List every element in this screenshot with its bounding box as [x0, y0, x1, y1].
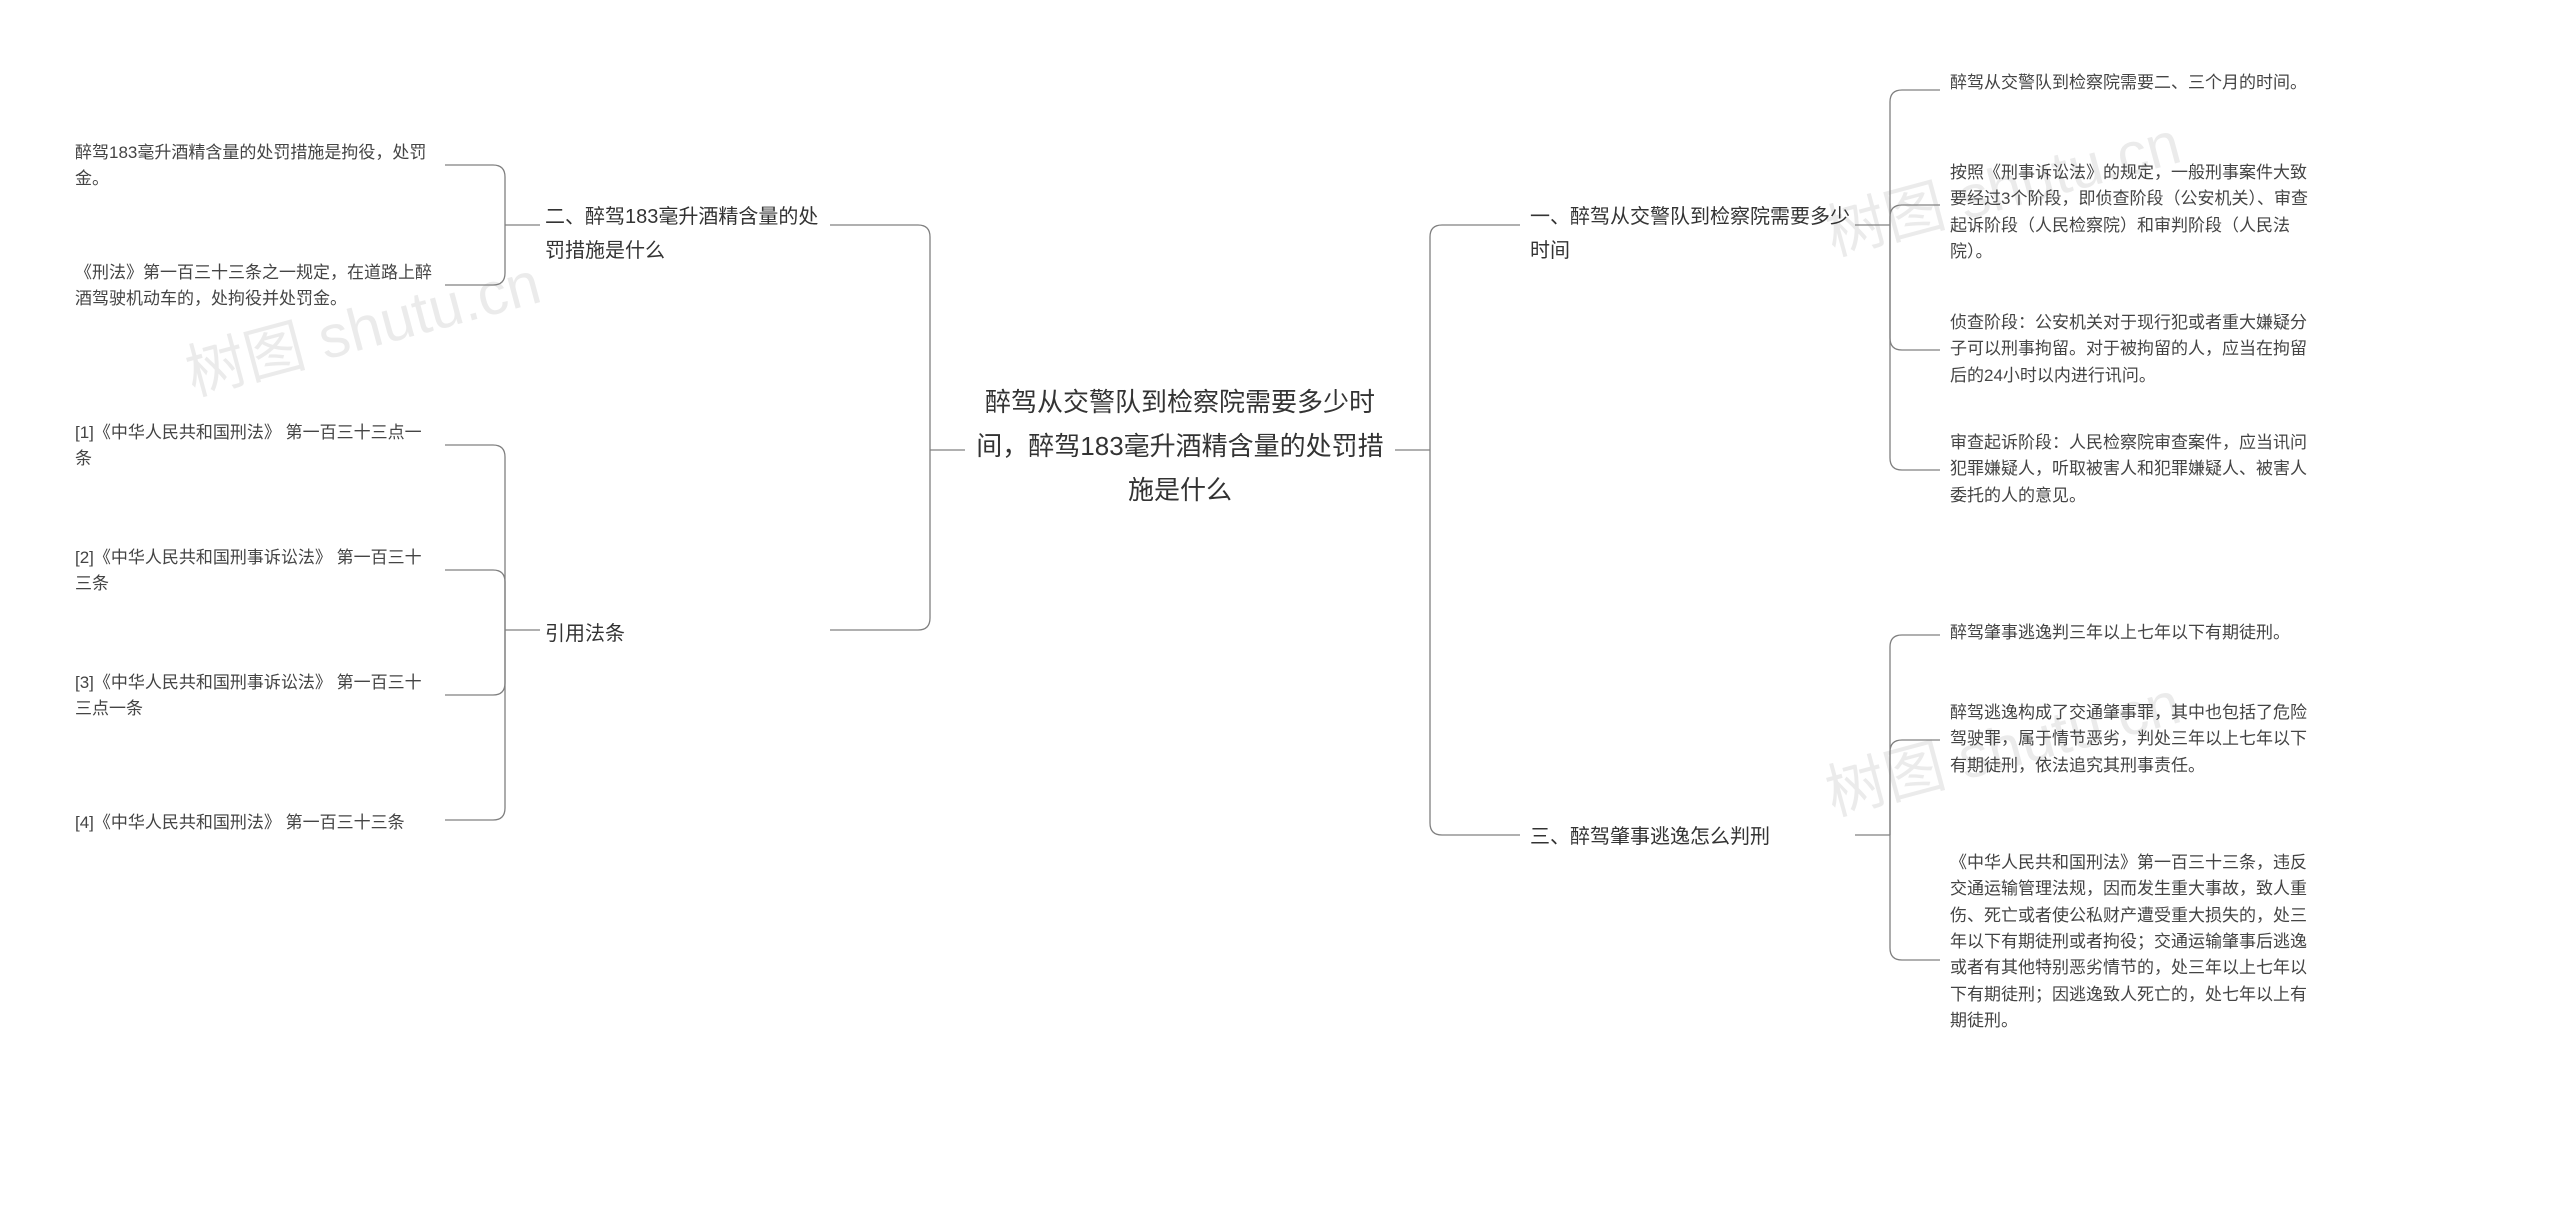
branch-cite-leaf-3: [4]《中华人民共和国刑法》 第一百三十三条 [75, 810, 435, 836]
center-node: 醉驾从交警队到检察院需要多少时间，醉驾183毫升酒精含量的处罚措施是什么 [970, 380, 1390, 513]
branch-cite-leaf-2: [3]《中华人民共和国刑事诉讼法》 第一百三十三点一条 [75, 670, 435, 723]
branch-3-leaf-2: 《中华人民共和国刑法》第一百三十三条，违反交通运输管理法规，因而发生重大事故，致… [1950, 850, 2320, 1034]
branch-2-title: 二、醉驾183毫升酒精含量的处罚措施是什么 [545, 200, 825, 268]
branch-1-leaf-3: 审查起诉阶段：人民检察院审查案件，应当讯问犯罪嫌疑人，听取被害人和犯罪嫌疑人、被… [1950, 430, 2320, 509]
branch-1-leaf-2: 侦查阶段：公安机关对于现行犯或者重大嫌疑分子可以刑事拘留。对于被拘留的人，应当在… [1950, 310, 2320, 389]
branch-cite-leaf-0: [1]《中华人民共和国刑法》 第一百三十三点一条 [75, 420, 435, 473]
branch-3-title: 三、醉驾肇事逃逸怎么判刑 [1530, 820, 1850, 854]
branch-2-leaf-1: 《刑法》第一百三十三条之一规定，在道路上醉酒驾驶机动车的，处拘役并处罚金。 [75, 260, 435, 313]
branch-3-leaf-0: 醉驾肇事逃逸判三年以上七年以下有期徒刑。 [1950, 620, 2320, 646]
branch-1-title: 一、醉驾从交警队到检察院需要多少时间 [1530, 200, 1850, 268]
branch-2-leaf-0: 醉驾183毫升酒精含量的处罚措施是拘役，处罚金。 [75, 140, 435, 193]
branch-1-leaf-1: 按照《刑事诉讼法》的规定，一般刑事案件大致要经过3个阶段，即侦查阶段（公安机关）… [1950, 160, 2320, 265]
branch-1-leaf-0: 醉驾从交警队到检察院需要二、三个月的时间。 [1950, 70, 2320, 96]
branch-3-leaf-1: 醉驾逃逸构成了交通肇事罪，其中也包括了危险驾驶罪，属于情节恶劣，判处三年以上七年… [1950, 700, 2320, 779]
branch-cite-leaf-1: [2]《中华人民共和国刑事诉讼法》 第一百三十三条 [75, 545, 435, 598]
branch-cite-title: 引用法条 [545, 617, 825, 651]
